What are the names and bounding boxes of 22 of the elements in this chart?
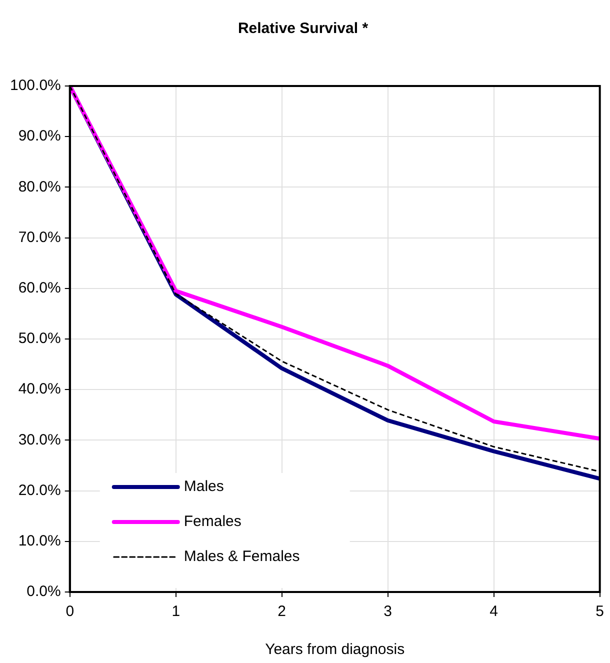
y-tick-label: 70.0% xyxy=(18,228,61,246)
y-tick-label: 40.0% xyxy=(18,380,61,398)
legend-label: Females xyxy=(184,513,242,530)
x-axis-title: Years from diagnosis xyxy=(265,641,405,658)
y-tick-label: 10.0% xyxy=(18,532,61,550)
y-tick-label: 80.0% xyxy=(18,178,61,196)
y-tick-label: 60.0% xyxy=(18,280,61,297)
x-tick-label: 5 xyxy=(596,603,604,620)
x-tick-label: 0 xyxy=(66,603,74,620)
y-tick-label: 90.0% xyxy=(18,128,61,145)
legend-label: Males & Females xyxy=(184,548,300,566)
y-tick-label: 20.0% xyxy=(18,482,61,499)
y-tick-label: 30.0% xyxy=(18,431,61,448)
y-tick-label: 50.0% xyxy=(18,330,61,348)
y-tick-label: 0.0% xyxy=(26,583,61,600)
y-tick-label: 100.0% xyxy=(10,77,61,94)
x-tick-label: 2 xyxy=(278,603,286,620)
x-tick-label: 1 xyxy=(172,603,180,620)
x-tick-label: 4 xyxy=(490,603,498,620)
x-tick-label: 3 xyxy=(384,603,392,620)
legend-label: Males xyxy=(184,478,224,496)
chart-title: Relative Survival * xyxy=(238,20,368,38)
